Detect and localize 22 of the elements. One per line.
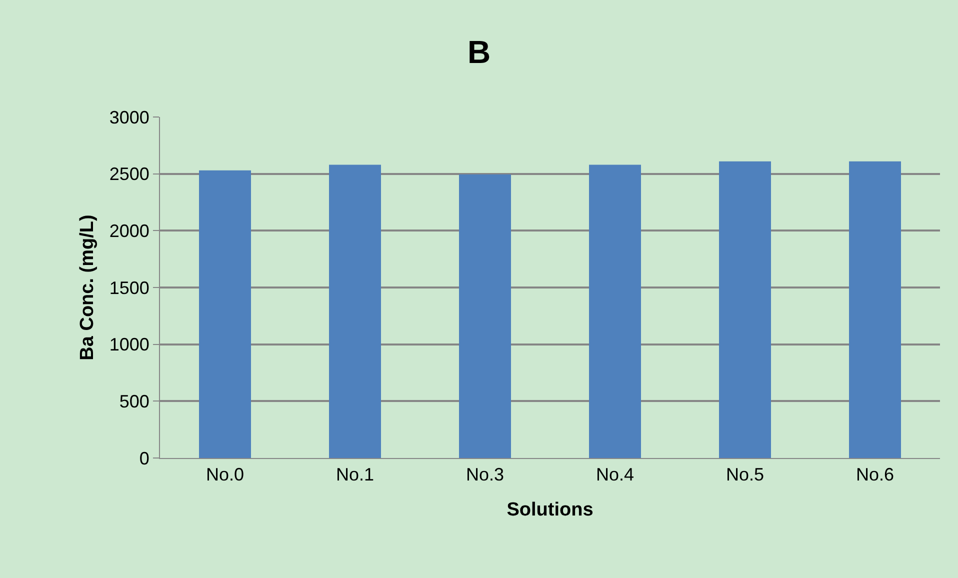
y-tick-label: 3000 — [109, 107, 150, 128]
x-tick-label: No.0 — [206, 464, 244, 485]
x-axis-title: Solutions — [506, 499, 594, 520]
bar — [849, 161, 901, 458]
bar — [199, 170, 251, 458]
y-tick-label: 500 — [119, 391, 150, 412]
y-tick-label: 2000 — [109, 220, 150, 241]
x-tick-label: No.1 — [336, 464, 374, 485]
x-tick-label: No.6 — [856, 464, 894, 485]
y-axis-title: Ba Conc. (mg/L) — [77, 214, 98, 360]
chart-title: B — [467, 34, 491, 70]
x-tick-label: No.4 — [596, 464, 634, 485]
bar — [719, 161, 771, 458]
x-tick-label: No.5 — [726, 464, 764, 485]
y-tick-label: 0 — [139, 448, 150, 468]
bar — [459, 174, 511, 458]
bar — [589, 164, 641, 458]
y-tick-label: 1000 — [109, 334, 150, 355]
bar — [329, 164, 381, 458]
y-tick-label: 2500 — [109, 164, 150, 184]
y-tick-label: 1500 — [109, 278, 150, 298]
x-tick-label: No.3 — [466, 464, 504, 485]
